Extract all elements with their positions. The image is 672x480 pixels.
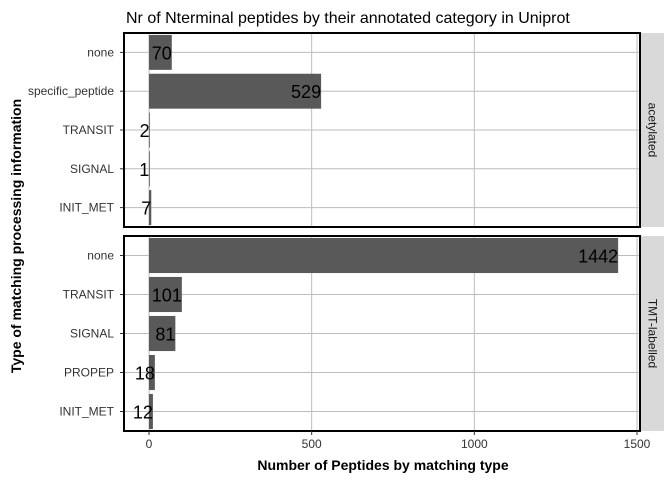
data-label: 7 [141, 199, 151, 219]
facet-strip-label: TMT-labelled [646, 299, 660, 368]
category-label: none [87, 45, 114, 59]
bar [149, 354, 155, 391]
bar [149, 151, 150, 187]
data-label: 529 [291, 82, 321, 102]
bar [149, 393, 153, 430]
x-tick-label: 500 [302, 437, 322, 451]
x-tick-label: 1000 [461, 437, 488, 451]
data-label: 18 [135, 364, 155, 384]
bar [149, 190, 152, 226]
facet-panel-2: none 1442 TRANSIT 101 SIGNAL 81 PROPEP 18 INIT_M… [59, 235, 664, 432]
category-label: none [87, 249, 114, 263]
data-label: 2 [140, 121, 150, 141]
category-label: SIGNAL [70, 327, 114, 341]
bar [149, 73, 322, 109]
data-label: 1 [139, 160, 149, 180]
category-label: INIT_MET [59, 405, 114, 419]
bar [149, 315, 176, 352]
panel-border [123, 235, 641, 432]
category-label: TRANSIT [63, 288, 115, 302]
x-tick-label: 0 [146, 437, 153, 451]
data-label: 1442 [578, 247, 618, 267]
data-label: 70 [152, 43, 172, 63]
bar [149, 34, 172, 70]
data-label: 12 [133, 403, 153, 423]
facet-panel-1: none 70 specific_peptide 529 TRANSIT 2 SIGNAL 1… [28, 32, 664, 228]
chart-title: Nr of Nterminal peptides by their annota… [126, 10, 570, 27]
data-label: 81 [155, 325, 175, 345]
bar [149, 276, 182, 313]
category-label: PROPEP [64, 366, 114, 380]
category-label: INIT_MET [59, 201, 114, 215]
bar [149, 237, 619, 274]
panel-border [123, 32, 641, 228]
facet-strip [641, 236, 664, 431]
facet-strip [641, 33, 664, 227]
data-label: 101 [152, 286, 182, 306]
x-axis-title: Number of Peptides by matching type [257, 457, 508, 473]
bar [149, 112, 150, 148]
category-label: TRANSIT [63, 123, 115, 137]
y-axis-title: Type of matching processing information [8, 99, 24, 373]
category-label: SIGNAL [70, 162, 114, 176]
facet-strip-label: acetylated [646, 103, 660, 158]
category-label: specific_peptide [28, 84, 114, 98]
x-tick-label: 1500 [624, 437, 651, 451]
x-axis: 0 500 1000 1500 [146, 431, 651, 451]
panels: none 70 specific_peptide 529 TRANSIT 2 SIGNAL 1… [28, 32, 664, 432]
